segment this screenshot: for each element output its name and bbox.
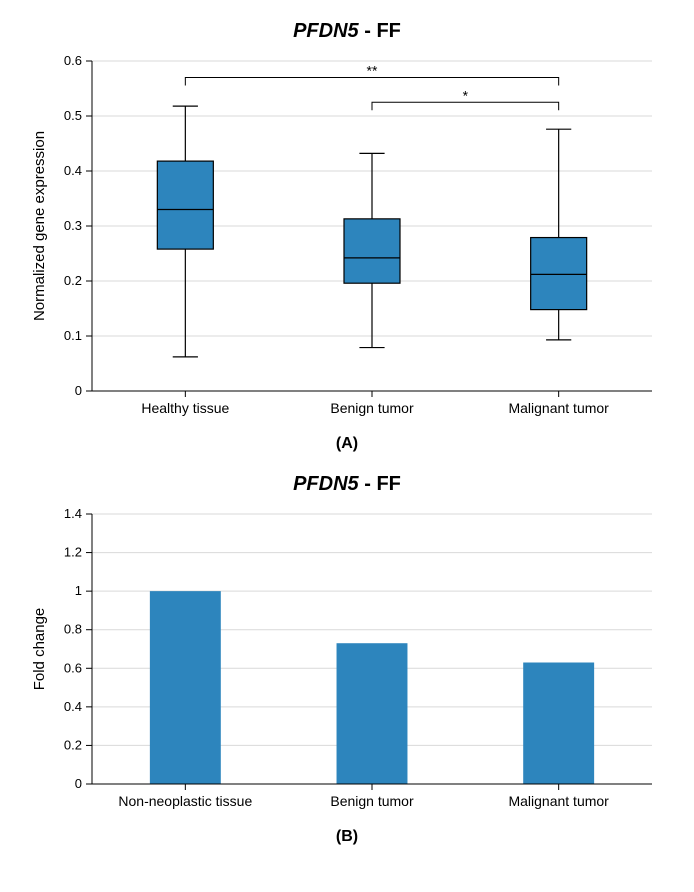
svg-text:0.5: 0.5 (64, 108, 82, 123)
svg-text:0.6: 0.6 (64, 660, 82, 675)
svg-text:0.6: 0.6 (64, 53, 82, 68)
svg-text:Malignant tumor: Malignant tumor (508, 400, 609, 416)
panel-a-title-rest: - FF (359, 20, 401, 42)
svg-text:Benign tumor: Benign tumor (330, 793, 414, 809)
panel-a-container: PFDN5 - FF 0 0.1 0.2 0.3 0.4 0.5 0.6 Healthy ti… (20, 20, 674, 453)
panel-a-label: (A) (20, 435, 674, 453)
svg-text:Normalized gene expression: Normalized gene expression (31, 131, 48, 321)
panel-b-title: PFDN5 - FF (20, 473, 674, 496)
panel-a-svg: 0 0.1 0.2 0.3 0.4 0.5 0.6 Healthy tissue Benign … (22, 51, 672, 431)
svg-text:Non-neoplastic tissue: Non-neoplastic tissue (118, 793, 252, 809)
panel-b-title-italic: PFDN5 (293, 473, 359, 495)
panel-a-title-italic: PFDN5 (293, 20, 359, 42)
svg-text:Fold change: Fold change (31, 608, 48, 691)
panel-a-title: PFDN5 - FF (20, 20, 674, 43)
svg-text:0.1: 0.1 (64, 328, 82, 343)
svg-text:1: 1 (75, 583, 82, 598)
svg-text:Benign tumor: Benign tumor (330, 400, 414, 416)
svg-text:0.3: 0.3 (64, 218, 82, 233)
svg-text:*: * (463, 87, 469, 103)
svg-text:1.2: 1.2 (64, 545, 82, 560)
svg-text:0: 0 (75, 776, 82, 791)
svg-text:1.4: 1.4 (64, 506, 82, 521)
panel-b-container: PFDN5 - FF 0 0.2 0.4 0.6 0.8 1 1.2 1.4 Non-neopl… (20, 473, 674, 846)
svg-text:0.2: 0.2 (64, 737, 82, 752)
svg-text:0.8: 0.8 (64, 622, 82, 637)
panel-b-label: (B) (20, 828, 674, 846)
svg-text:**: ** (367, 63, 378, 79)
svg-text:0.4: 0.4 (64, 699, 82, 714)
svg-text:0.4: 0.4 (64, 163, 82, 178)
svg-text:0: 0 (75, 383, 82, 398)
panel-b-svg: 0 0.2 0.4 0.6 0.8 1 1.2 1.4 Non-neoplastic tissu… (22, 504, 672, 824)
svg-text:Healthy tissue: Healthy tissue (141, 400, 229, 416)
svg-text:Malignant tumor: Malignant tumor (508, 793, 609, 809)
panel-b-title-rest: - FF (359, 473, 401, 495)
svg-text:0.2: 0.2 (64, 273, 82, 288)
